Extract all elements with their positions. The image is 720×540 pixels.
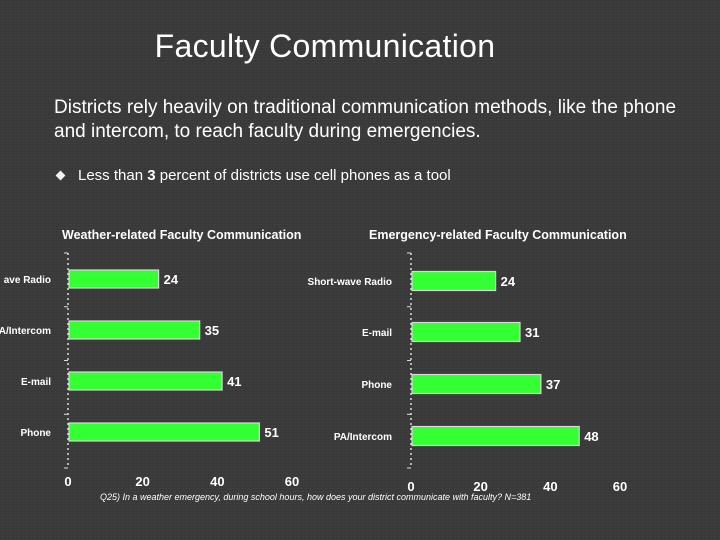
emergency-x-tick-label: 40 (543, 479, 557, 494)
emergency-data-label: 37 (546, 377, 560, 392)
emergency-bar (411, 373, 542, 395)
emergency-category-label: PA/Intercom (334, 432, 392, 443)
weather-x-tick-label: 0 (64, 474, 71, 489)
emergency-category-label: E-mail (362, 328, 392, 339)
bullet-text: Less than 3 percent of districts use cel… (78, 167, 451, 184)
lead-paragraph: Districts rely heavily on traditional co… (54, 97, 677, 142)
emergency-bar (411, 321, 521, 343)
weather-x-tick-label: 40 (210, 474, 224, 489)
weather-bar (68, 269, 160, 289)
weather-category-label: Phone (20, 428, 51, 439)
weather-data-label: 41 (227, 374, 241, 389)
weather-category-label: A/Intercom (0, 326, 51, 337)
emergency-x-tick-label: 20 (473, 479, 487, 494)
emergency-x-tick-label: 0 (407, 479, 414, 494)
slide-title: Faculty Communication (154, 28, 496, 64)
bullet-item: Less than 3 percent of districts use cel… (54, 164, 451, 186)
weather-x-tick-label: 20 (135, 474, 149, 489)
emergency-chart-title: Emergency-related Faculty Communication (369, 228, 627, 242)
bullet-suffix: percent of districts use cell phones as … (155, 166, 451, 184)
weather-chart-title: Weather-related Faculty Communication (62, 228, 301, 242)
weather-data-label: 35 (205, 323, 219, 338)
bullet-emphasis: 3 (147, 166, 156, 184)
weather-bar (68, 422, 260, 442)
weather-data-label: 51 (264, 425, 278, 440)
emergency-bar (411, 270, 497, 292)
chart-footnote: Q25) In a weather emergency, during scho… (100, 492, 532, 502)
emergency-data-label: 24 (501, 274, 516, 289)
emergency-category-label: Phone (361, 380, 392, 391)
weather-bar (68, 320, 201, 340)
emergency-data-label: 48 (584, 429, 598, 444)
emergency-x-tick-label: 60 (613, 479, 627, 494)
weather-data-label: 24 (164, 272, 179, 287)
weather-category-label: ave Radio (4, 275, 51, 286)
bullet-prefix: Less than (78, 166, 148, 184)
weather-bar (68, 371, 223, 391)
weather-x-tick-label: 60 (285, 474, 299, 489)
emergency-data-label: 31 (525, 325, 539, 340)
emergency-bar (411, 425, 580, 447)
weather-category-label: E-mail (21, 377, 51, 388)
emergency-category-label: Short-wave Radio (308, 277, 392, 288)
